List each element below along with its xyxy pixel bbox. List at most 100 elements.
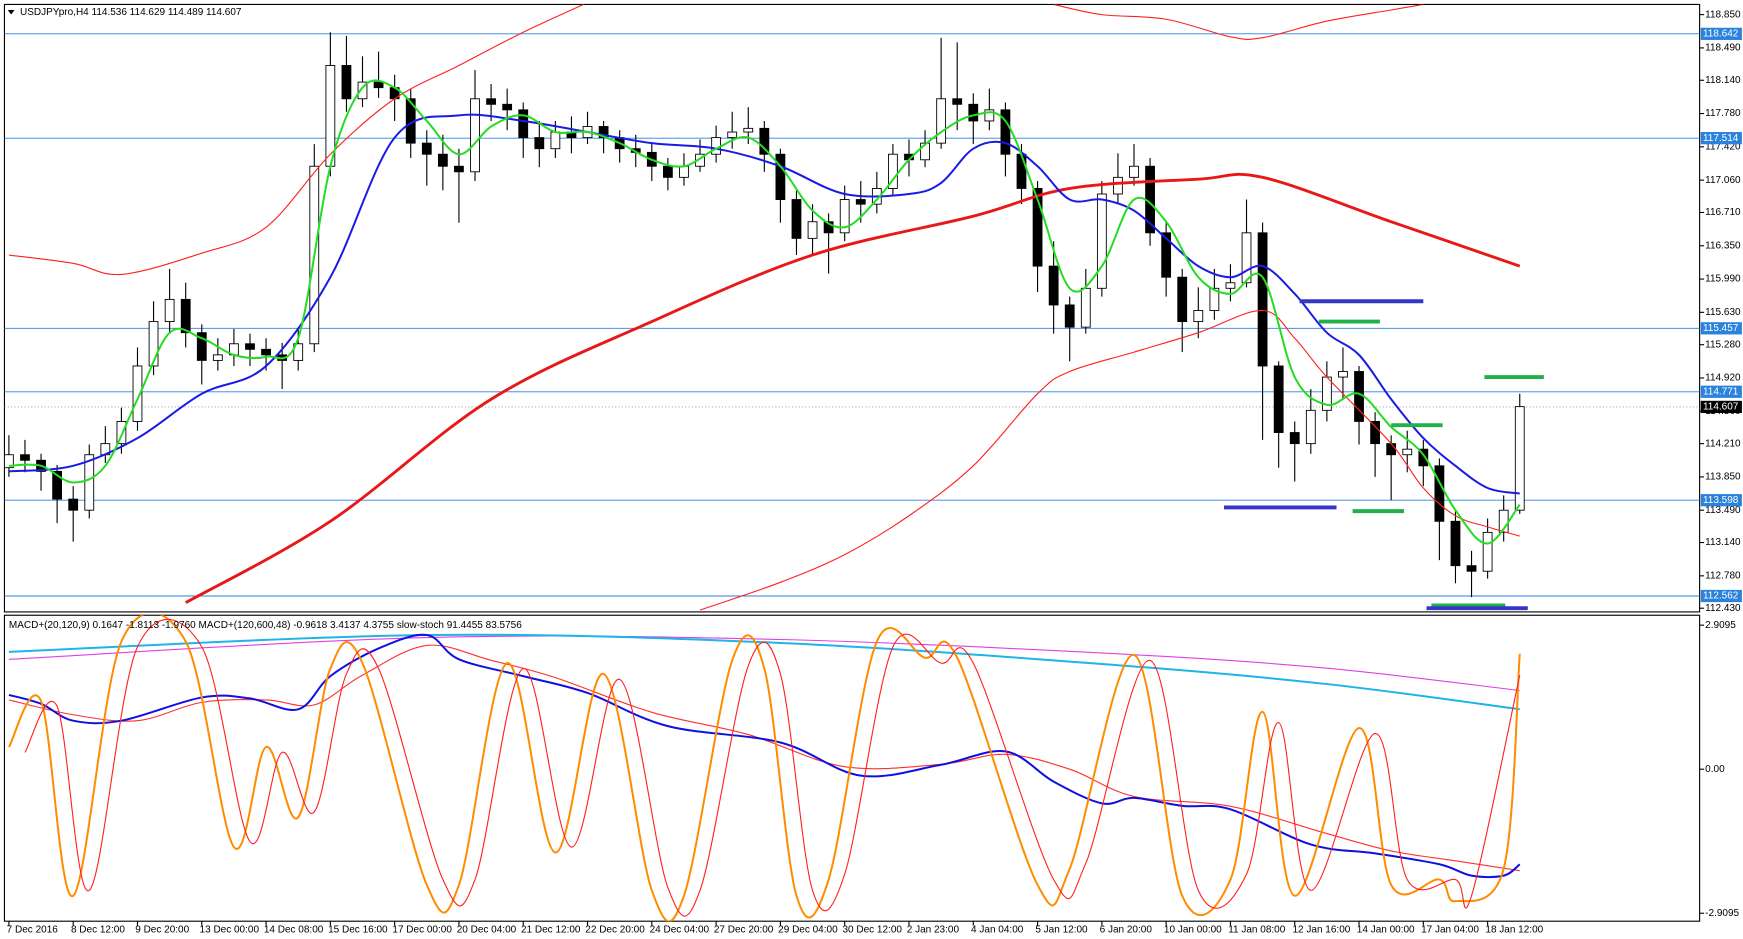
- candle-body: [968, 103, 979, 122]
- candle-body: [196, 332, 207, 361]
- panel-title: MACD+(20,120,9) 0.1647 -1.8113 -1.9760 M…: [9, 620, 522, 631]
- candle-body: [550, 131, 561, 150]
- y-tick-label: 116.350: [1705, 240, 1741, 251]
- y-tick-label: 118.140: [1705, 75, 1741, 86]
- x-tick-label: 6 Jan 20:00: [1100, 925, 1153, 936]
- candle-body: [180, 298, 191, 334]
- candle-body: [261, 348, 271, 356]
- level-label: 117.514: [1703, 133, 1739, 144]
- candle-body: [711, 137, 722, 155]
- x-tick-label: 21 Dec 12:00: [521, 925, 581, 936]
- level-label-bg: [1700, 132, 1742, 145]
- x-tick-label: 2 Jan 23:00: [907, 925, 960, 936]
- y-tick-label: 2.9095: [1705, 620, 1736, 631]
- y-tick-label: 113.850: [1705, 472, 1741, 483]
- indicator-line: [24, 618, 1521, 917]
- candle-body: [454, 165, 464, 173]
- candle-body: [502, 103, 513, 111]
- candle-body: [4, 454, 14, 469]
- candle-body: [1370, 420, 1380, 445]
- candle-body: [920, 142, 930, 161]
- candle-body: [759, 127, 770, 155]
- x-tick-label: 10 Jan 00:00: [1164, 925, 1222, 936]
- x-tick-label: 17 Dec 00:00: [392, 925, 452, 936]
- indicator-line: [699, 309, 1520, 611]
- x-tick-label: 22 Dec 20:00: [585, 925, 645, 936]
- x-tick-label: 11 Jan 08:00: [1228, 925, 1286, 936]
- candle-body: [1241, 232, 1252, 284]
- level-label-bg: [1700, 322, 1742, 335]
- candle-body: [1257, 232, 1268, 367]
- level-label-bg: [1700, 385, 1742, 398]
- indicator-panel-frame: [3, 614, 1701, 922]
- y-tick-label: 112.430: [1705, 603, 1741, 614]
- y-tick-label: 113.490: [1705, 505, 1741, 516]
- x-tick-label: 13 Dec 00:00: [200, 925, 260, 936]
- candle-body: [1064, 304, 1075, 328]
- candle-body: [855, 199, 866, 205]
- menu-triangle[interactable]: [7, 10, 15, 15]
- candle-body: [936, 98, 947, 144]
- candle-body: [791, 199, 802, 239]
- x-tick-label: 12 Jan 16:00: [1293, 925, 1351, 936]
- indicator-line: [8, 633, 1521, 879]
- panel-title: USDJPYpro,H4 114.536 114.629 114.489 114…: [20, 7, 242, 18]
- x-tick-label: 29 Dec 04:00: [778, 925, 838, 936]
- candle-body: [775, 153, 786, 200]
- y-tick-label: 118.490: [1705, 43, 1741, 54]
- candle-body: [1273, 365, 1284, 433]
- indicator-line: [8, 615, 1521, 922]
- candle-body: [437, 153, 448, 167]
- candle-body: [662, 165, 673, 178]
- y-tick-label: 117.780: [1705, 108, 1741, 119]
- x-tick-label: 14 Dec 08:00: [264, 925, 324, 936]
- candle-body: [212, 354, 223, 361]
- x-tick-label: 7 Dec 2016: [7, 925, 59, 936]
- y-tick-label: 117.420: [1705, 141, 1741, 152]
- candle-body: [1225, 282, 1236, 289]
- x-tick-label: 20 Dec 04:00: [457, 925, 517, 936]
- candle-body: [68, 498, 79, 511]
- x-tick-label: 17 Jan 04:00: [1421, 925, 1479, 936]
- y-tick-label: 115.990: [1705, 274, 1741, 285]
- candle-body: [1418, 448, 1429, 467]
- level-label: 118.642: [1703, 28, 1739, 39]
- level-label: 112.562: [1703, 591, 1739, 602]
- candle-body: [20, 454, 30, 461]
- candle-body: [1450, 520, 1461, 567]
- candle-body: [1386, 443, 1397, 456]
- candle-body: [148, 321, 159, 367]
- y-tick-label: 113.140: [1705, 537, 1741, 548]
- y-tick-label: 116.710: [1705, 207, 1741, 218]
- y-tick-label: 115.280: [1705, 339, 1741, 350]
- candle-body: [1193, 310, 1204, 323]
- candle-body: [421, 142, 432, 155]
- candle-body: [823, 221, 834, 234]
- indicator-line: [184, 172, 1521, 604]
- y-tick-label: 112.780: [1705, 570, 1741, 581]
- y-tick-label: -2.9095: [1705, 908, 1739, 919]
- candle-body: [1000, 109, 1011, 155]
- y-tick-label: 114.920: [1705, 373, 1741, 384]
- candle-body: [1032, 187, 1043, 267]
- candle-body: [1113, 176, 1123, 195]
- candle-body: [164, 298, 175, 323]
- candle-body: [1482, 531, 1493, 572]
- candle-body: [888, 153, 898, 189]
- x-tick-label: 24 Dec 04:00: [650, 925, 710, 936]
- candle-body: [984, 109, 995, 122]
- x-tick-label: 4 Jan 04:00: [971, 925, 1024, 936]
- candle-body: [1048, 265, 1059, 306]
- candle-body: [839, 199, 850, 234]
- level-label-bg: [1700, 589, 1742, 603]
- indicator-line: [8, 635, 1520, 692]
- candle-body: [245, 343, 255, 350]
- candle-body: [293, 343, 304, 361]
- main-panel-frame: [3, 3, 1701, 613]
- candle-body: [727, 131, 738, 139]
- candle-body: [679, 165, 689, 178]
- candle-body: [1466, 565, 1477, 572]
- candle-body: [1016, 153, 1027, 189]
